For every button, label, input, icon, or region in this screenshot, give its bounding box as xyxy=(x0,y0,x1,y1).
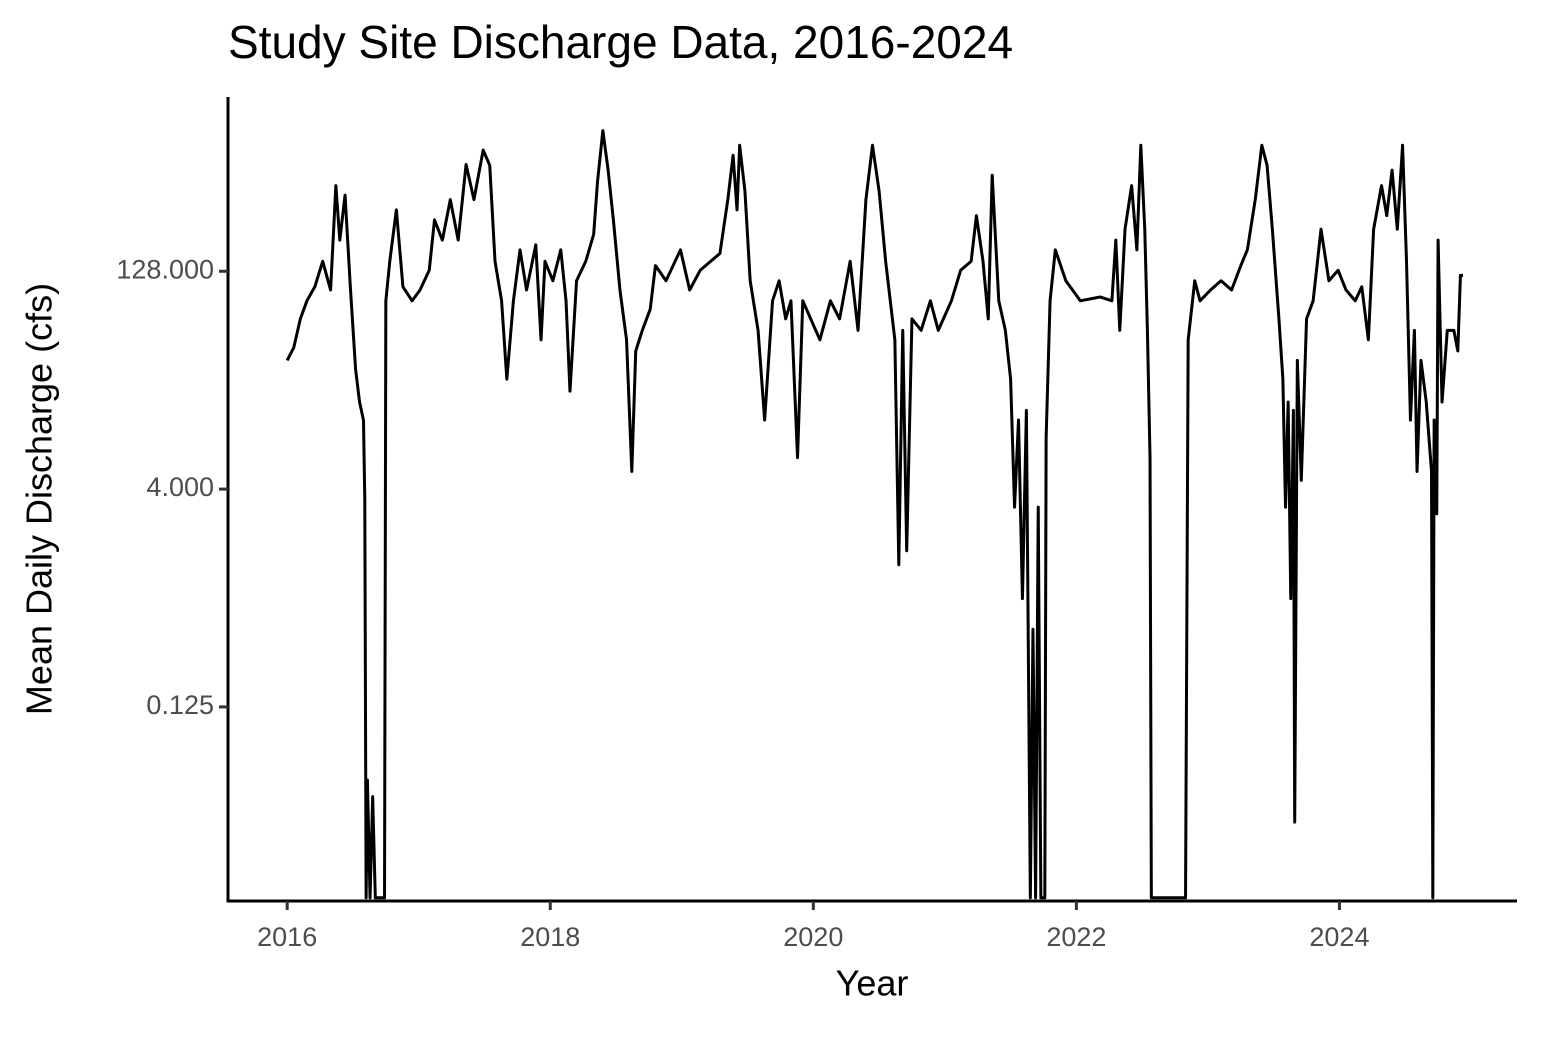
chart-title: Study Site Discharge Data, 2016-2024 xyxy=(228,16,1013,68)
x-tick-label: 2024 xyxy=(1309,922,1369,952)
x-tick-label: 2022 xyxy=(1046,922,1106,952)
y-tick-label: 4.000 xyxy=(146,472,214,502)
x-tick-label: 2016 xyxy=(257,922,317,952)
series-line xyxy=(285,129,1464,900)
x-tick-label: 2018 xyxy=(520,922,580,952)
y-axis-title: Mean Daily Discharge (cfs) xyxy=(19,283,60,715)
y-tick-label: 128.000 xyxy=(116,254,214,284)
x-axis-title: Year xyxy=(836,963,909,1004)
x-tick-label: 2020 xyxy=(783,922,843,952)
y-tick-label: 0.125 xyxy=(146,690,214,720)
